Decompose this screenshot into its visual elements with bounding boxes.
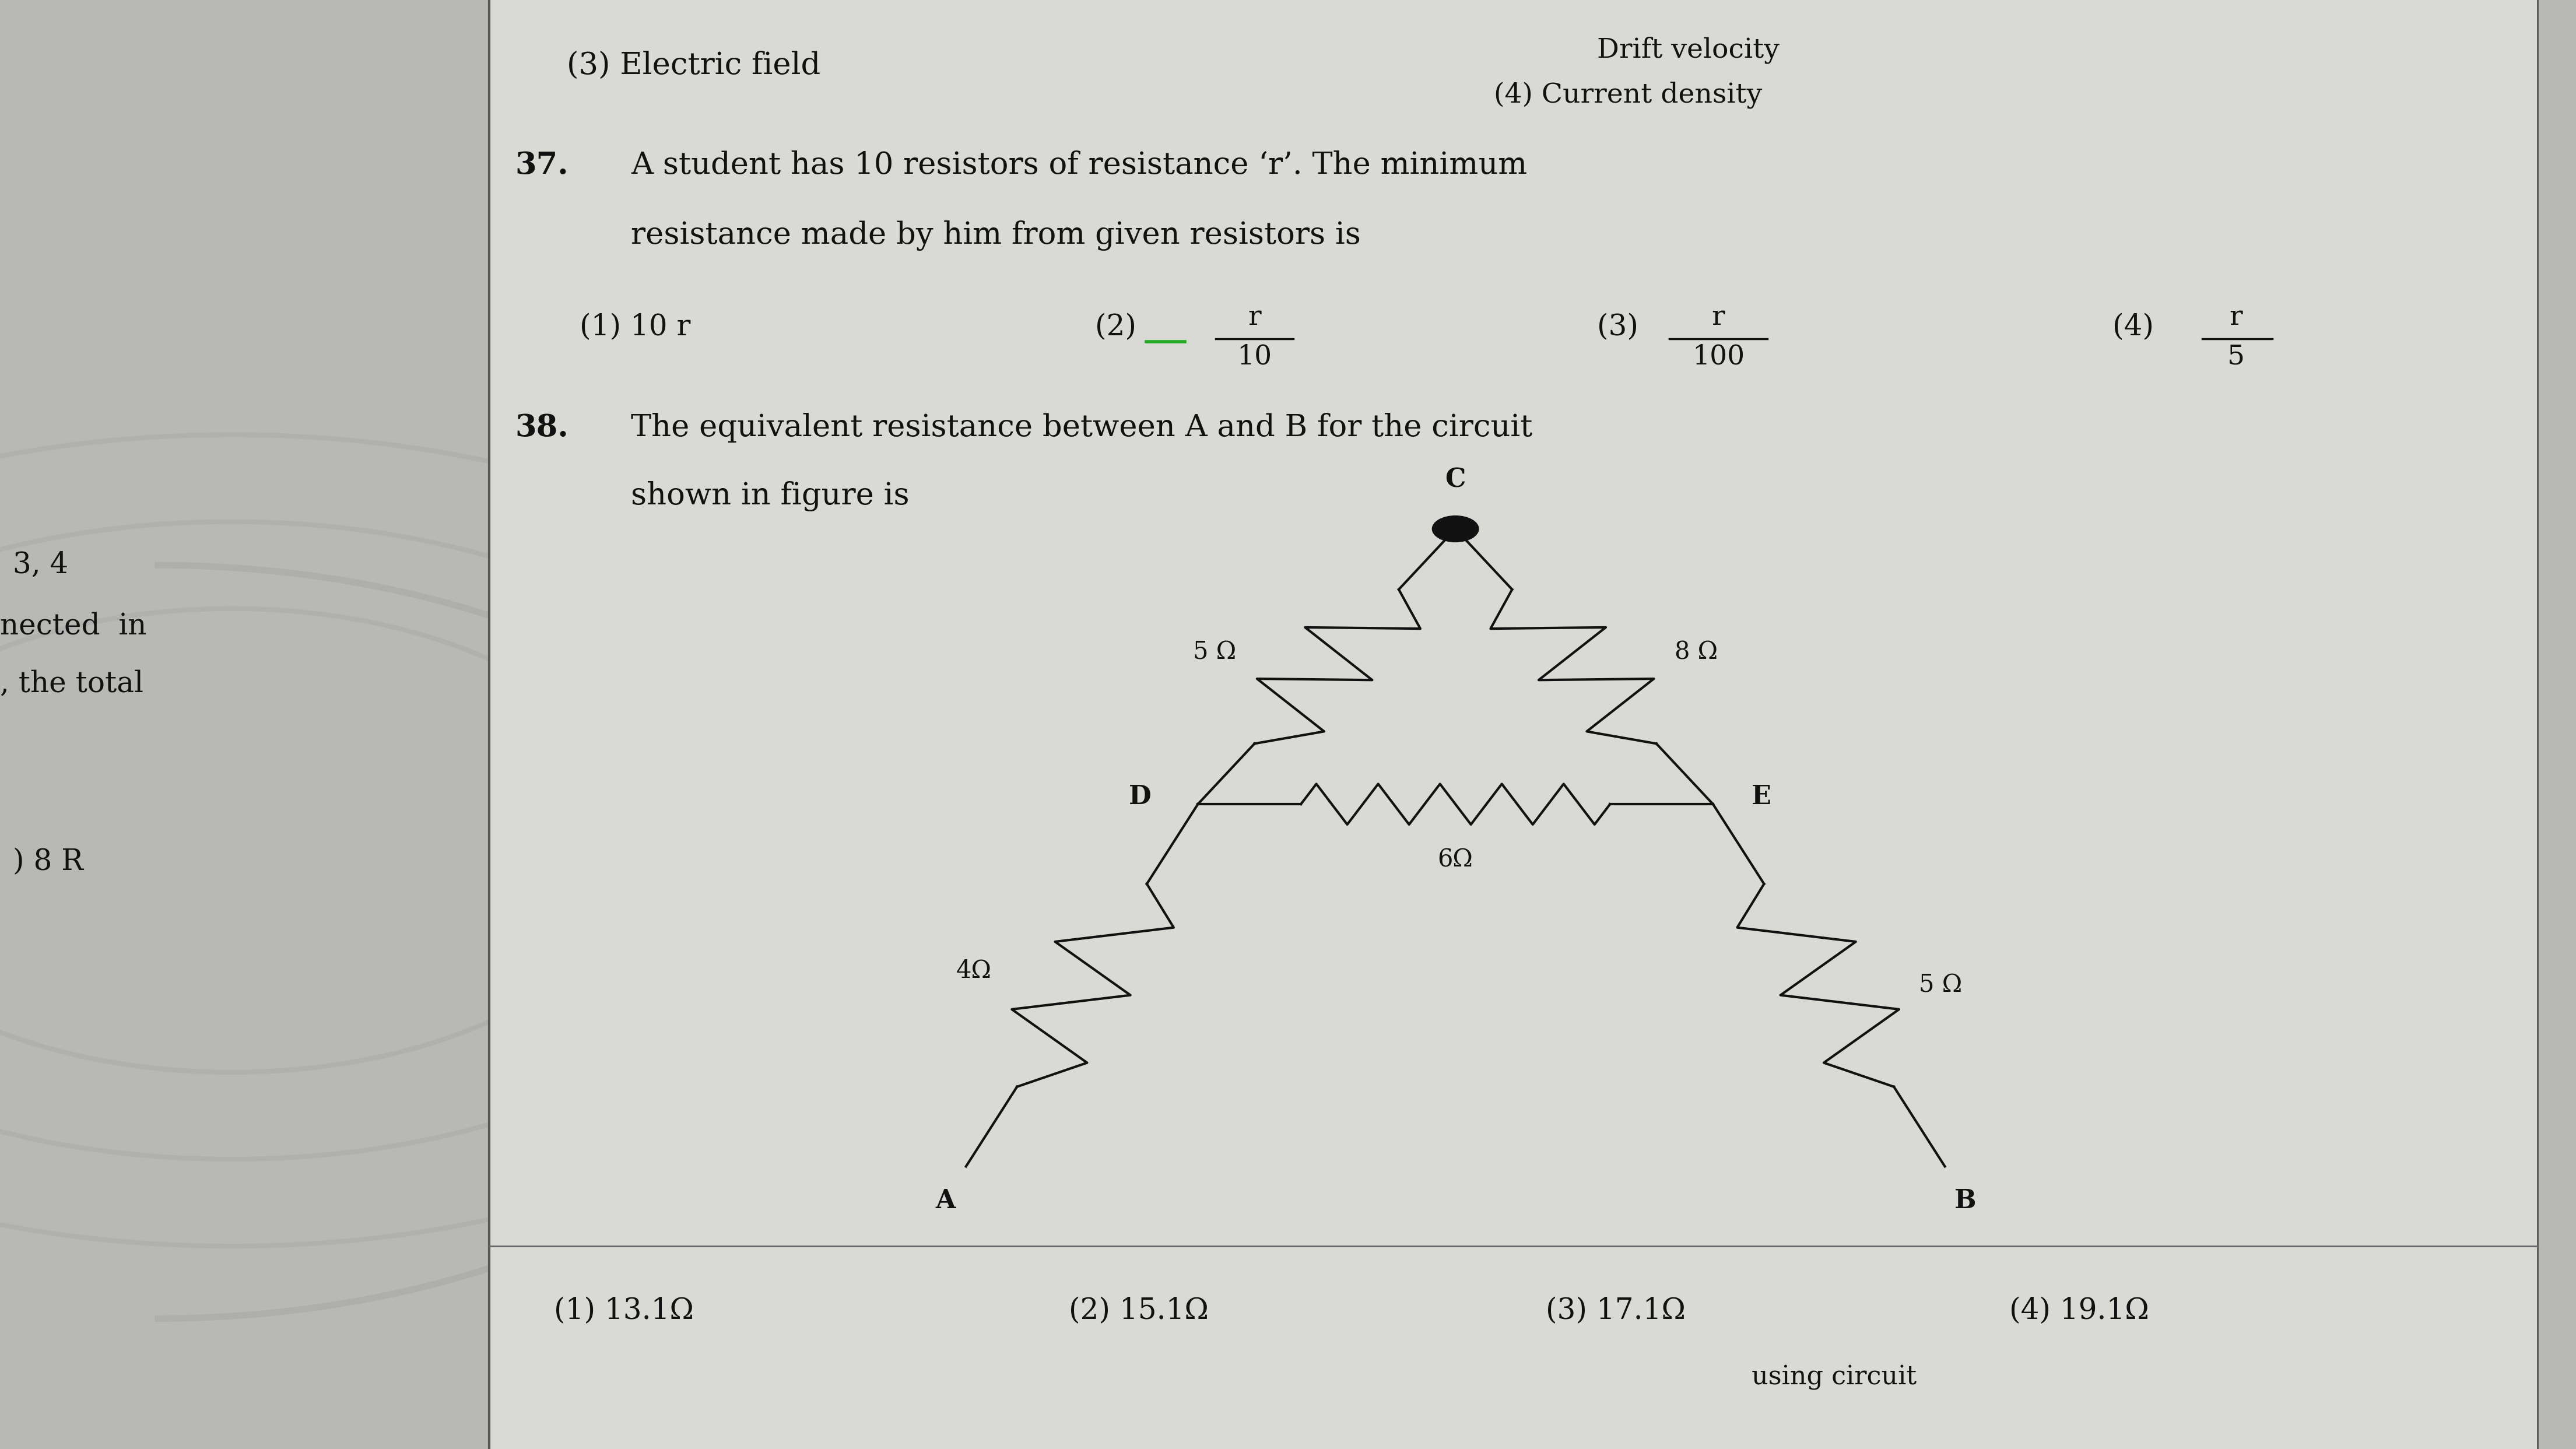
Text: 4Ω: 4Ω: [956, 959, 992, 982]
Text: using circuit: using circuit: [1752, 1365, 1917, 1390]
Text: 6Ω: 6Ω: [1437, 848, 1473, 872]
Text: ) 8 R: ) 8 R: [13, 848, 82, 877]
Text: shown in figure is: shown in figure is: [631, 481, 909, 511]
Text: B: B: [1955, 1188, 1976, 1213]
Text: Drift velocity: Drift velocity: [1597, 36, 1780, 64]
Text: 37.: 37.: [515, 151, 569, 181]
Text: 100: 100: [1692, 343, 1744, 369]
Text: (3) Electric field: (3) Electric field: [567, 51, 822, 81]
Text: (1) 13.1Ω: (1) 13.1Ω: [554, 1297, 693, 1326]
Text: 3, 4: 3, 4: [13, 551, 70, 580]
Text: D: D: [1128, 784, 1151, 810]
Text: A student has 10 resistors of resistance ‘r’. The minimum: A student has 10 resistors of resistance…: [631, 151, 1528, 181]
Text: 5 Ω: 5 Ω: [1919, 974, 1963, 997]
Text: 10: 10: [1236, 343, 1273, 369]
Circle shape: [1432, 516, 1479, 542]
Text: (3) 17.1Ω: (3) 17.1Ω: [1546, 1297, 1685, 1326]
Text: resistance made by him from given resistors is: resistance made by him from given resist…: [631, 220, 1360, 251]
Text: (4) 19.1Ω: (4) 19.1Ω: [2009, 1297, 2148, 1326]
Text: (2) 15.1Ω: (2) 15.1Ω: [1069, 1297, 1208, 1326]
Text: (4) Current density: (4) Current density: [1494, 81, 1762, 109]
Text: A: A: [935, 1188, 956, 1213]
Text: (1) 10 r: (1) 10 r: [580, 313, 690, 342]
Text: nected  in: nected in: [0, 611, 147, 640]
Text: E: E: [1752, 784, 1772, 810]
Text: 38.: 38.: [515, 413, 569, 443]
FancyBboxPatch shape: [489, 0, 2537, 1449]
Text: 5 Ω: 5 Ω: [1193, 640, 1236, 664]
Text: r: r: [1247, 304, 1262, 330]
Text: (3): (3): [1597, 313, 1638, 342]
Text: (2): (2): [1095, 313, 1136, 342]
Text: (4): (4): [2112, 313, 2154, 342]
Text: 8 Ω: 8 Ω: [1674, 640, 1718, 664]
Text: C: C: [1445, 468, 1466, 493]
Text: , the total: , the total: [0, 669, 144, 698]
Text: The equivalent resistance between A and B for the circuit: The equivalent resistance between A and …: [631, 413, 1533, 443]
Text: 5: 5: [2228, 343, 2244, 369]
Text: r: r: [2228, 304, 2244, 330]
Text: r: r: [1710, 304, 1726, 330]
